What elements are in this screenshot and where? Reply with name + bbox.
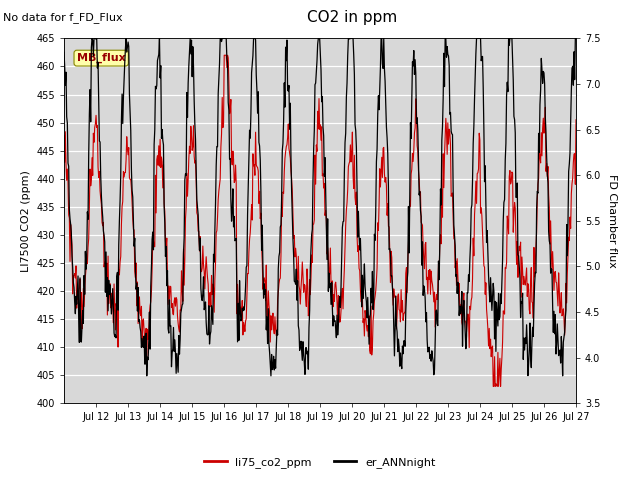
er_ANNnight (572, 36, 580, 41)
er_ANNnight (143, 373, 150, 379)
Y-axis label: LI7500 CO2 (ppm): LI7500 CO2 (ppm) (20, 170, 31, 272)
Text: No data for f_FD_Flux: No data for f_FD_Flux (3, 12, 123, 23)
Legend: li75_co2_ppm, er_ANNnight: li75_co2_ppm, er_ANNnight (200, 452, 440, 472)
er_ANNnight (260, 281, 268, 287)
Text: MB_flux: MB_flux (77, 53, 125, 63)
Line: li75_co2_ppm: li75_co2_ppm (64, 55, 576, 386)
li75_co2_ppm (60, 132, 68, 138)
er_ANNnight (121, 60, 129, 66)
er_ANNnight (374, 111, 381, 117)
er_ANNnight (403, 292, 410, 298)
li75_co2_ppm (120, 174, 128, 180)
er_ANNnight (241, 298, 249, 303)
er_ANNnight (216, 60, 223, 66)
li75_co2_ppm (260, 278, 268, 284)
li75_co2_ppm (214, 196, 222, 202)
Line: er_ANNnight: er_ANNnight (64, 38, 576, 376)
Y-axis label: FD Chamber flux: FD Chamber flux (607, 174, 617, 268)
li75_co2_ppm (220, 52, 228, 58)
li75_co2_ppm (490, 384, 497, 389)
li75_co2_ppm (572, 117, 580, 123)
li75_co2_ppm (241, 323, 248, 328)
er_ANNnight (88, 36, 96, 41)
er_ANNnight (60, 49, 68, 55)
li75_co2_ppm (402, 270, 410, 276)
Text: CO2 in ppm: CO2 in ppm (307, 10, 397, 24)
li75_co2_ppm (373, 265, 381, 271)
